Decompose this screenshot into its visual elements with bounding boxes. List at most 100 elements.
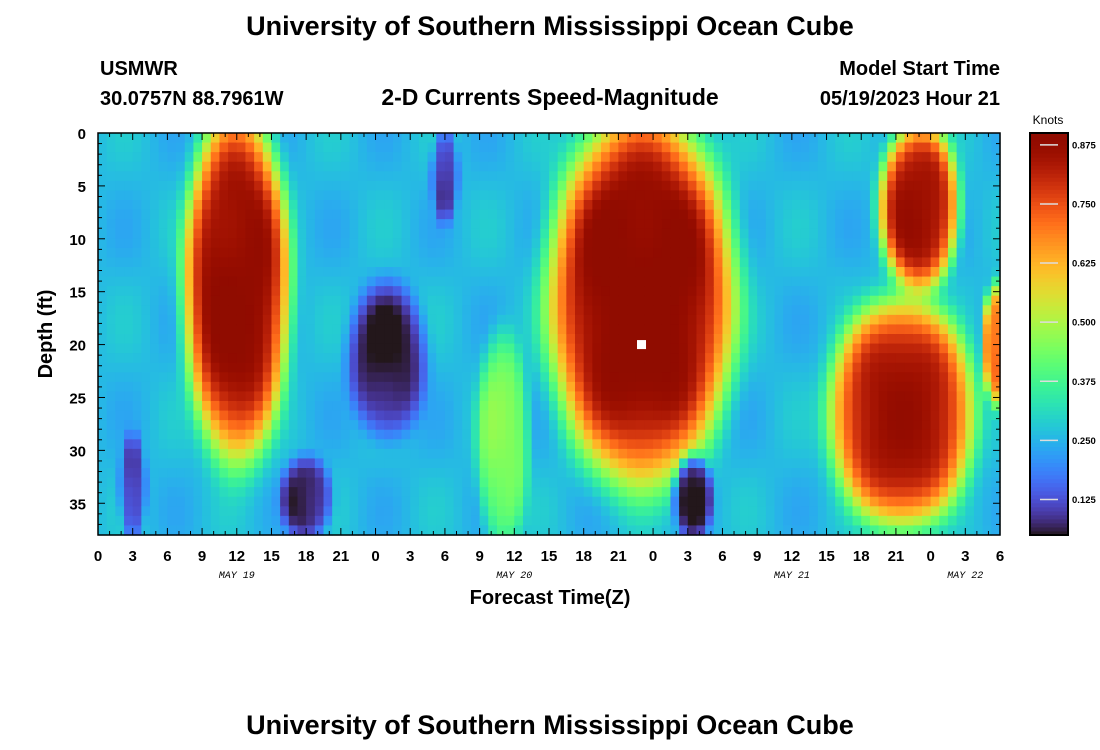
heatmap-cell bbox=[965, 286, 975, 297]
heatmap-cell bbox=[479, 219, 489, 230]
heatmap-cell bbox=[132, 353, 142, 364]
heatmap-cell bbox=[930, 439, 940, 450]
heatmap-cell bbox=[375, 429, 385, 440]
heatmap-cell bbox=[427, 247, 437, 259]
heatmap-cell bbox=[627, 487, 637, 498]
heatmap-cell bbox=[392, 515, 403, 527]
heatmap-cell bbox=[531, 133, 541, 144]
heatmap-cell bbox=[809, 142, 819, 153]
heatmap-cell bbox=[288, 133, 299, 144]
colorbar-segment bbox=[1030, 229, 1068, 234]
heatmap-cell bbox=[921, 515, 932, 527]
heatmap-cell bbox=[991, 429, 1001, 440]
heatmap-cell bbox=[202, 305, 212, 316]
heatmap-cell bbox=[887, 381, 897, 393]
heatmap-cell bbox=[470, 161, 481, 172]
heatmap-cell bbox=[947, 353, 958, 364]
heatmap-cell bbox=[609, 343, 619, 354]
heatmap-cell bbox=[583, 257, 593, 268]
heatmap-cell bbox=[809, 506, 819, 517]
heatmap-cell bbox=[757, 152, 767, 163]
heatmap-cell bbox=[288, 487, 299, 498]
heatmap-cell bbox=[956, 487, 966, 498]
heatmap-cell bbox=[817, 133, 828, 144]
heatmap-cell bbox=[939, 295, 949, 306]
heatmap-cell bbox=[661, 180, 672, 192]
heatmap-cell bbox=[731, 439, 741, 450]
heatmap-cell bbox=[410, 219, 420, 230]
heatmap-cell bbox=[670, 247, 680, 259]
heatmap-cell bbox=[670, 334, 680, 345]
heatmap-cell bbox=[531, 372, 541, 383]
heatmap-cell bbox=[852, 362, 862, 373]
heatmap-cell bbox=[679, 477, 689, 488]
heatmap-cell bbox=[835, 381, 845, 393]
heatmap-cell bbox=[132, 401, 142, 412]
heatmap-cell bbox=[592, 515, 602, 527]
heatmap-cell bbox=[124, 353, 134, 364]
heatmap-cell bbox=[392, 152, 403, 163]
heatmap-cell bbox=[210, 286, 221, 297]
heatmap-cell bbox=[358, 468, 368, 479]
heatmap-cell bbox=[115, 439, 125, 450]
heatmap-cell bbox=[774, 257, 784, 268]
heatmap-cell bbox=[531, 161, 541, 172]
heatmap-cell bbox=[193, 171, 203, 182]
heatmap-cell bbox=[158, 401, 168, 412]
heatmap-cell bbox=[895, 257, 906, 268]
heatmap-cell bbox=[176, 314, 186, 326]
heatmap-cell bbox=[887, 219, 897, 230]
heatmap-cell bbox=[973, 305, 984, 316]
heatmap-cell bbox=[592, 372, 602, 383]
heatmap-cell bbox=[245, 343, 255, 354]
heatmap-cell bbox=[609, 506, 619, 517]
heatmap-cell bbox=[444, 525, 455, 536]
heatmap-cell bbox=[592, 477, 602, 488]
heatmap-cell bbox=[731, 142, 741, 153]
heatmap-cell bbox=[410, 200, 420, 211]
heatmap-cell bbox=[514, 381, 524, 393]
heatmap-cell bbox=[696, 324, 706, 335]
heatmap-cell bbox=[150, 190, 160, 201]
heatmap-cell bbox=[306, 238, 316, 249]
heatmap-cell bbox=[791, 228, 802, 239]
heatmap-cell bbox=[496, 228, 507, 239]
heatmap-cell bbox=[826, 343, 836, 354]
x-tick-label: 3 bbox=[684, 548, 692, 565]
heatmap-cell bbox=[601, 276, 611, 287]
heatmap-cell bbox=[176, 362, 186, 373]
heatmap-cell bbox=[98, 238, 108, 249]
heatmap-cell bbox=[167, 180, 177, 192]
heatmap-cell bbox=[609, 257, 619, 268]
heatmap-cell bbox=[418, 247, 429, 259]
heatmap-cell bbox=[158, 439, 168, 450]
heatmap-cell bbox=[566, 410, 576, 421]
heatmap-cell bbox=[219, 468, 229, 479]
heatmap-cell bbox=[340, 267, 351, 278]
heatmap-cell bbox=[288, 180, 299, 192]
heatmap-cell bbox=[306, 219, 316, 230]
heatmap-cell bbox=[679, 381, 689, 393]
heatmap-cell bbox=[609, 487, 619, 498]
heatmap-cell bbox=[332, 506, 342, 517]
heatmap-cell bbox=[774, 401, 784, 412]
heatmap-cell bbox=[332, 209, 342, 220]
heatmap-cell bbox=[731, 219, 741, 230]
heatmap-cell bbox=[470, 200, 481, 211]
heatmap-cell bbox=[965, 219, 975, 230]
heatmap-cell bbox=[384, 219, 394, 230]
heatmap-cell bbox=[809, 161, 819, 172]
heatmap-cell bbox=[358, 190, 368, 201]
heatmap-cell bbox=[609, 324, 619, 335]
heatmap-cell bbox=[991, 372, 1001, 383]
heatmap-cell bbox=[540, 295, 550, 306]
heatmap-cell bbox=[392, 439, 403, 450]
heatmap-cell bbox=[713, 353, 724, 364]
heatmap-cell bbox=[913, 324, 923, 335]
heatmap-cell bbox=[609, 439, 619, 450]
heatmap-cell bbox=[774, 247, 784, 259]
heatmap-cell bbox=[401, 314, 411, 326]
heatmap-cell bbox=[228, 142, 238, 153]
heatmap-cell bbox=[644, 506, 654, 517]
heatmap-cell bbox=[644, 429, 654, 440]
